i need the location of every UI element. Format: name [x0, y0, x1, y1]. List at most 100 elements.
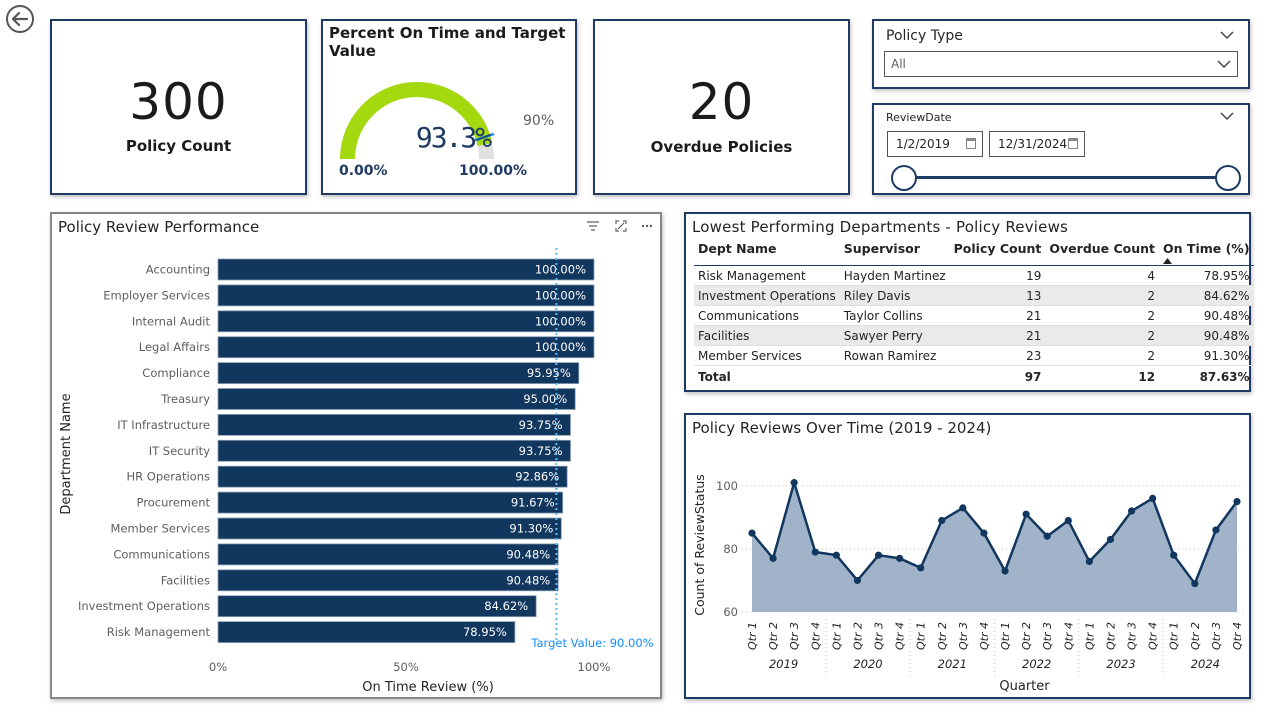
x-quarter-label: Qtr 4 [809, 622, 822, 650]
focus-mode-icon[interactable] [614, 219, 628, 233]
table-total-cell: 97 [949, 365, 1046, 388]
data-point[interactable] [832, 551, 840, 559]
data-point[interactable] [1043, 532, 1051, 540]
table-row[interactable]: Member Services Rowan Ramirez 23 2 91.30% [694, 345, 1254, 366]
bar[interactable] [217, 439, 571, 462]
bar[interactable] [217, 621, 516, 644]
col-on-time[interactable]: On Time (%) [1159, 236, 1254, 266]
bar-data-label: 90.48% [506, 573, 550, 587]
data-point[interactable] [1001, 567, 1009, 575]
x-quarter-label: Qtr 1 [830, 622, 843, 650]
table-row[interactable]: Investment Operations Riley Davis 13 2 84.62… [694, 285, 1254, 306]
bar[interactable] [217, 336, 595, 359]
gauge-chart [340, 82, 495, 159]
bar[interactable] [217, 388, 576, 410]
bar[interactable] [217, 362, 580, 385]
lowest-performing-departments-panel[interactable]: Lowest Performing Departments - Policy R… [684, 212, 1254, 392]
data-point[interactable] [1149, 494, 1157, 502]
bar-category-label: Internal Audit [132, 314, 211, 328]
bar[interactable] [217, 569, 559, 592]
table-cell: 2 [1045, 345, 1160, 366]
date-slider-track[interactable] [904, 176, 1228, 179]
col-policy-count[interactable]: Policy Count [949, 236, 1046, 266]
data-point[interactable] [1022, 510, 1030, 518]
date-slider-start-handle[interactable] [891, 165, 917, 191]
review-date-slicer[interactable]: ReviewDate 1/2/2019 12/31/2024 [872, 103, 1250, 195]
data-point[interactable] [1170, 551, 1178, 559]
table-row[interactable]: Facilities Sawyer Perry 21 2 90.48% [694, 325, 1254, 346]
chevron-down-icon[interactable] [1220, 111, 1234, 121]
data-point[interactable] [917, 564, 925, 572]
data-point[interactable] [853, 576, 862, 585]
data-point[interactable] [959, 504, 967, 512]
chevron-down-icon[interactable] [1220, 30, 1234, 40]
table-cell: Hayden Martinez [839, 265, 950, 286]
gauge-max-label: 100.00% [459, 163, 528, 179]
bar[interactable] [217, 413, 571, 436]
col-supervisor[interactable]: Supervisor [839, 236, 950, 266]
x-year-label: 2022 [1022, 657, 1051, 671]
end-date-input[interactable]: 12/31/2024 [989, 131, 1085, 157]
data-point[interactable] [980, 529, 988, 537]
bar[interactable] [217, 284, 595, 307]
dropdown-chevron-icon [1217, 60, 1231, 69]
data-point[interactable] [1191, 580, 1199, 588]
data-point[interactable] [1106, 535, 1115, 544]
bar[interactable] [217, 465, 568, 488]
x-quarter-label: Qtr 2 [1189, 622, 1202, 650]
table-cell: 13 [949, 285, 1046, 306]
area-chart: 60 80 100 Qtr 1 Qtr 2 Qtr 3 Qtr 4 Qtr 1 Qtr 2 Qtr… [692, 474, 1245, 694]
policy-review-performance-panel[interactable]: Policy Review Performance Accounting 100.… [50, 212, 662, 699]
x-axis-title: Quarter [999, 679, 1050, 694]
data-point[interactable] [938, 516, 946, 525]
filter-icon[interactable] [586, 219, 600, 233]
policy-reviews-over-time-panel[interactable]: Policy Reviews Over Time (2019 - 2024) 6… [684, 413, 1251, 699]
data-point[interactable] [896, 554, 904, 562]
bar-category-label: Legal Affairs [139, 340, 210, 354]
bar-category-label: Investment Operations [78, 599, 210, 613]
data-point[interactable] [1212, 526, 1220, 534]
x-tick-label: 0% [209, 660, 227, 674]
data-point[interactable] [748, 529, 756, 537]
data-point[interactable] [1127, 507, 1136, 515]
bar-data-label: 95.00% [523, 392, 567, 406]
policy-type-dropdown[interactable]: All [884, 51, 1238, 77]
bar[interactable] [217, 310, 595, 333]
bar-data-label: 95.95% [527, 366, 571, 380]
overdue-policies-label: Overdue Policies [650, 138, 793, 156]
bar[interactable] [217, 517, 562, 540]
data-point[interactable] [790, 479, 798, 487]
line-panel-title: Policy Reviews Over Time (2019 - 2024) [692, 419, 992, 437]
bar[interactable] [217, 543, 559, 566]
table-row[interactable]: Risk Management Hayden Martinez 19 4 78.95% [694, 265, 1254, 286]
col-overdue-count[interactable]: Overdue Count [1045, 236, 1160, 266]
bar-data-label: 90.48% [506, 547, 550, 561]
data-point[interactable] [811, 548, 819, 556]
bar-data-label: 93.75% [519, 418, 563, 432]
data-point[interactable] [1233, 497, 1241, 506]
x-quarter-label: Qtr 4 [1062, 622, 1075, 650]
table-row[interactable]: Communications Taylor Collins 21 2 90.48% [694, 305, 1254, 326]
col-on-time-label: On Time (%) [1163, 241, 1250, 256]
data-point[interactable] [1085, 557, 1093, 566]
x-quarter-label: Qtr 1 [999, 622, 1012, 650]
table-cell: Rowan Ramirez [839, 345, 950, 366]
gauge-card[interactable]: Percent On Time and Target Value 93.3% 9… [321, 19, 577, 195]
col-dept-name[interactable]: Dept Name [694, 236, 840, 266]
start-date-input[interactable]: 1/2/2019 [887, 131, 983, 157]
data-point[interactable] [769, 554, 777, 562]
data-point[interactable] [874, 551, 883, 559]
bar[interactable] [217, 595, 537, 618]
data-point[interactable] [1064, 516, 1072, 525]
bar[interactable] [217, 491, 564, 514]
back-button[interactable] [5, 4, 35, 34]
policy-count-card[interactable]: 300 Policy Count [50, 19, 307, 195]
date-slider-end-handle[interactable] [1215, 165, 1241, 191]
overdue-policies-value: 20 [688, 73, 755, 131]
overdue-policies-card[interactable]: 20 Overdue Policies [593, 19, 850, 195]
policy-type-slicer[interactable]: Policy Type All [872, 19, 1250, 89]
bar[interactable] [217, 258, 595, 281]
bar-data-label: 84.62% [484, 599, 528, 613]
bar-category-label: Compliance [142, 366, 210, 380]
more-options-icon[interactable] [640, 219, 654, 233]
